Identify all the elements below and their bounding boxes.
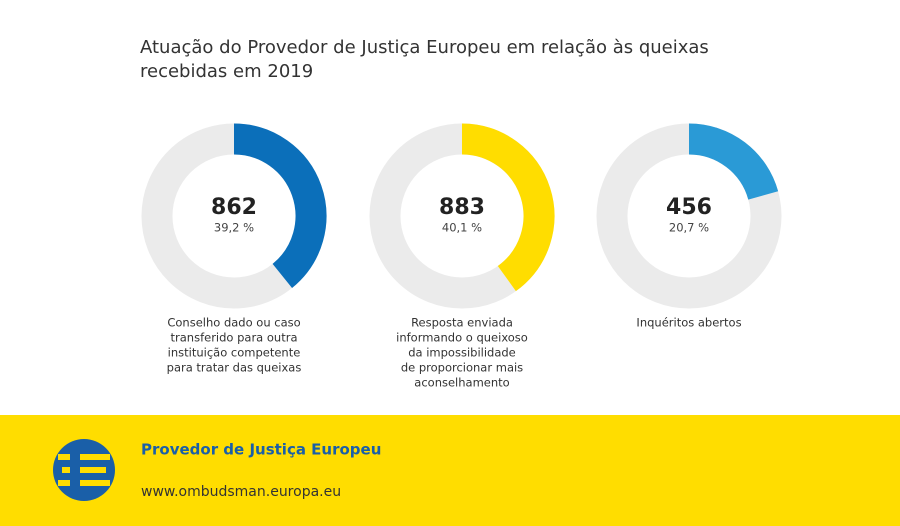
caption-line: para tratar das queixas [167, 361, 302, 375]
caption-line: informando o queixoso [396, 331, 528, 345]
count: 456 [666, 195, 712, 220]
count: 862 [211, 195, 257, 220]
donut-arc [688, 123, 779, 201]
percent-label: 40,1 % [442, 221, 482, 235]
caption-line: de proporcionar mais [401, 361, 523, 375]
logo [53, 439, 115, 501]
donut-arc [233, 123, 327, 288]
footer-name: Provedor de Justiça Europeu [141, 441, 381, 459]
title-line: recebidas em 2019 [140, 61, 313, 82]
footer-url: www.ombudsman.europa.eu [141, 484, 341, 500]
count: 883 [439, 195, 485, 220]
donut-arc [461, 123, 555, 292]
caption-line: Resposta enviada [411, 316, 513, 330]
caption-line: transferido para outra [171, 331, 298, 345]
caption-line: Inquéritos abertos [636, 316, 741, 330]
title-line: Atuação do Provedor de Justiça Europeu e… [140, 37, 709, 58]
caption-line: da impossibilidade [408, 346, 516, 360]
caption-line: instituição competente [168, 346, 301, 360]
percent-label: 20,7 % [669, 221, 709, 235]
percent-label: 39,2 % [214, 221, 254, 235]
caption-line: aconselhamento [414, 376, 509, 390]
caption-line: Conselho dado ou caso [167, 316, 300, 330]
footer-band [0, 415, 900, 526]
